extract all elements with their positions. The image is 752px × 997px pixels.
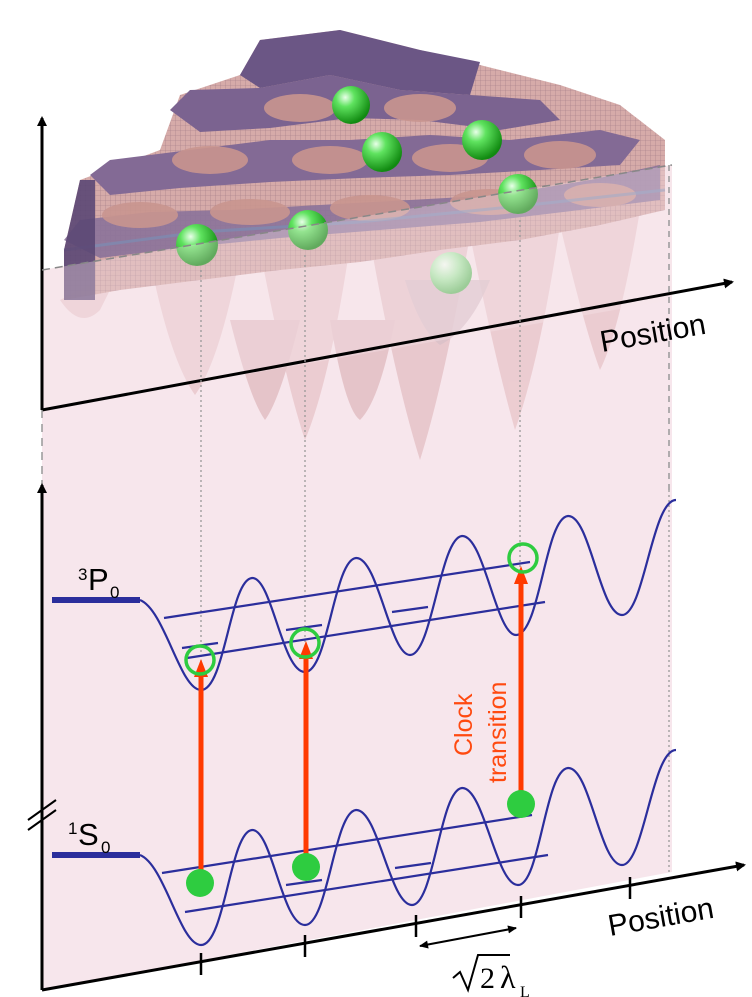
svg-text:P: P — [88, 562, 109, 597]
svg-text:0: 0 — [101, 838, 110, 857]
atom-ball — [332, 86, 370, 124]
clock-label-line2: transition — [484, 682, 512, 783]
atom-ball — [362, 132, 402, 172]
bottom-position-label: Position — [605, 892, 716, 943]
svg-text:1: 1 — [68, 819, 77, 838]
svg-text:0: 0 — [110, 583, 119, 602]
lower-level-label: 1 S 0 — [68, 817, 110, 857]
lattice-surface — [60, 30, 666, 460]
svg-text:S: S — [78, 817, 99, 852]
clock-label-line1: Clock — [450, 693, 478, 756]
atom-ball-faint — [430, 252, 472, 294]
svg-text:L: L — [520, 984, 530, 997]
svg-text:λ: λ — [500, 959, 516, 995]
svg-text:2: 2 — [480, 962, 495, 995]
atom-ball — [498, 174, 538, 214]
spacing-arrow — [419, 925, 517, 949]
lattice-atoms — [176, 86, 538, 294]
spacing-label: 2 λ L — [452, 954, 530, 997]
top-axes — [37, 116, 734, 490]
lower-potential — [52, 748, 677, 947]
atom-ball — [288, 210, 328, 250]
atom-ball — [462, 120, 502, 160]
ground-atoms — [186, 790, 535, 897]
atom-ball — [176, 224, 218, 266]
svg-text:3: 3 — [78, 565, 87, 584]
upper-level-label: 3 P 0 — [78, 562, 119, 602]
excited-states — [184, 542, 539, 676]
bottom-axes — [27, 483, 746, 992]
transition-arrows — [194, 566, 528, 880]
